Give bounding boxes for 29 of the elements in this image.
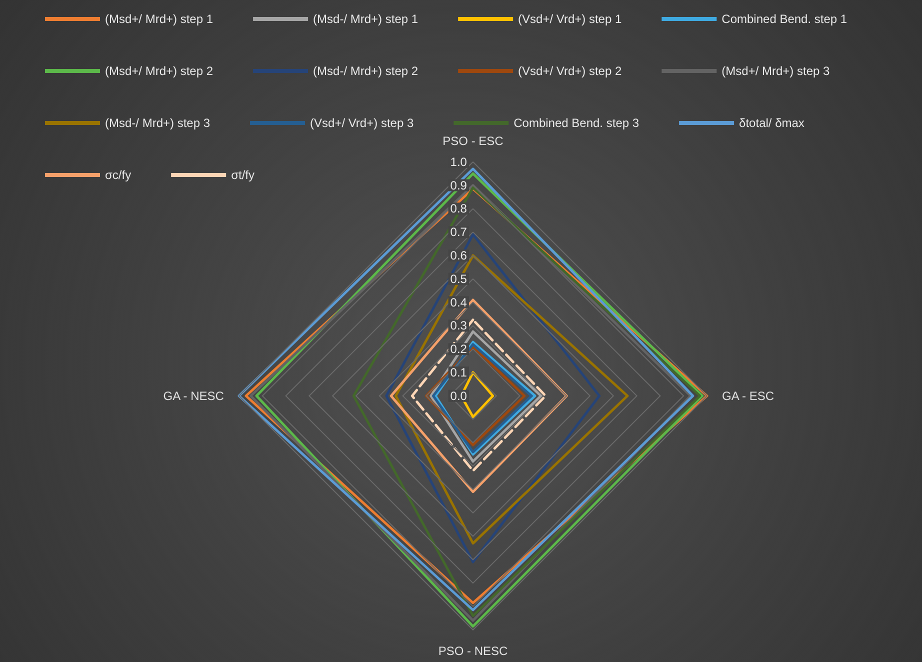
y-tick-label: 0.7 <box>450 225 468 240</box>
legend-label: (Msd+/ Mrd+) step 3 <box>722 64 830 78</box>
legend-label: (Vsd+/ Vrd+) step 1 <box>518 12 622 26</box>
y-tick-label: 0.6 <box>450 248 468 262</box>
legend-label: σt/fy <box>231 168 254 182</box>
spoke-label: PSO - NESC <box>438 644 508 658</box>
y-tick-label: 0.3 <box>450 318 468 333</box>
legend-label: (Msd+/ Mrd+) step 1 <box>105 12 214 26</box>
legend-label: (Vsd+/ Vrd+) step 2 <box>518 64 622 78</box>
y-tick-label: 0.1 <box>450 365 468 380</box>
legend-label: (Vsd+/ Vrd+) step 3 <box>310 116 414 130</box>
spoke-label: GA - ESC <box>722 388 774 403</box>
legend-label: (Msd-/ Mrd+) step 2 <box>313 64 418 78</box>
y-tick-label: 0.4 <box>450 295 468 310</box>
y-tick-label: 0.9 <box>450 178 468 192</box>
y-tick-label: 0.8 <box>450 202 468 216</box>
y-tick-label: 0.5 <box>450 272 468 286</box>
y-tick-label: 1.0 <box>450 154 468 169</box>
spoke-label: PSO - ESC <box>442 134 504 148</box>
spoke-label: GA - NESC <box>163 388 224 403</box>
legend-label: (Msd-/ Mrd+) step 3 <box>105 116 210 130</box>
legend-label: Combined Bend. step 3 <box>514 116 640 130</box>
y-tick-label: 0.0 <box>450 388 468 403</box>
legend-label: (Msd-/ Mrd+) step 1 <box>313 12 418 26</box>
y-tick-label: 0.2 <box>450 342 468 356</box>
legend-label: σc/fy <box>105 168 132 182</box>
legend-label: (Msd+/ Mrd+) step 2 <box>105 64 214 78</box>
legend-label: δtotal/ δmax <box>739 116 804 130</box>
legend-label: Combined Bend. step 1 <box>722 12 848 26</box>
